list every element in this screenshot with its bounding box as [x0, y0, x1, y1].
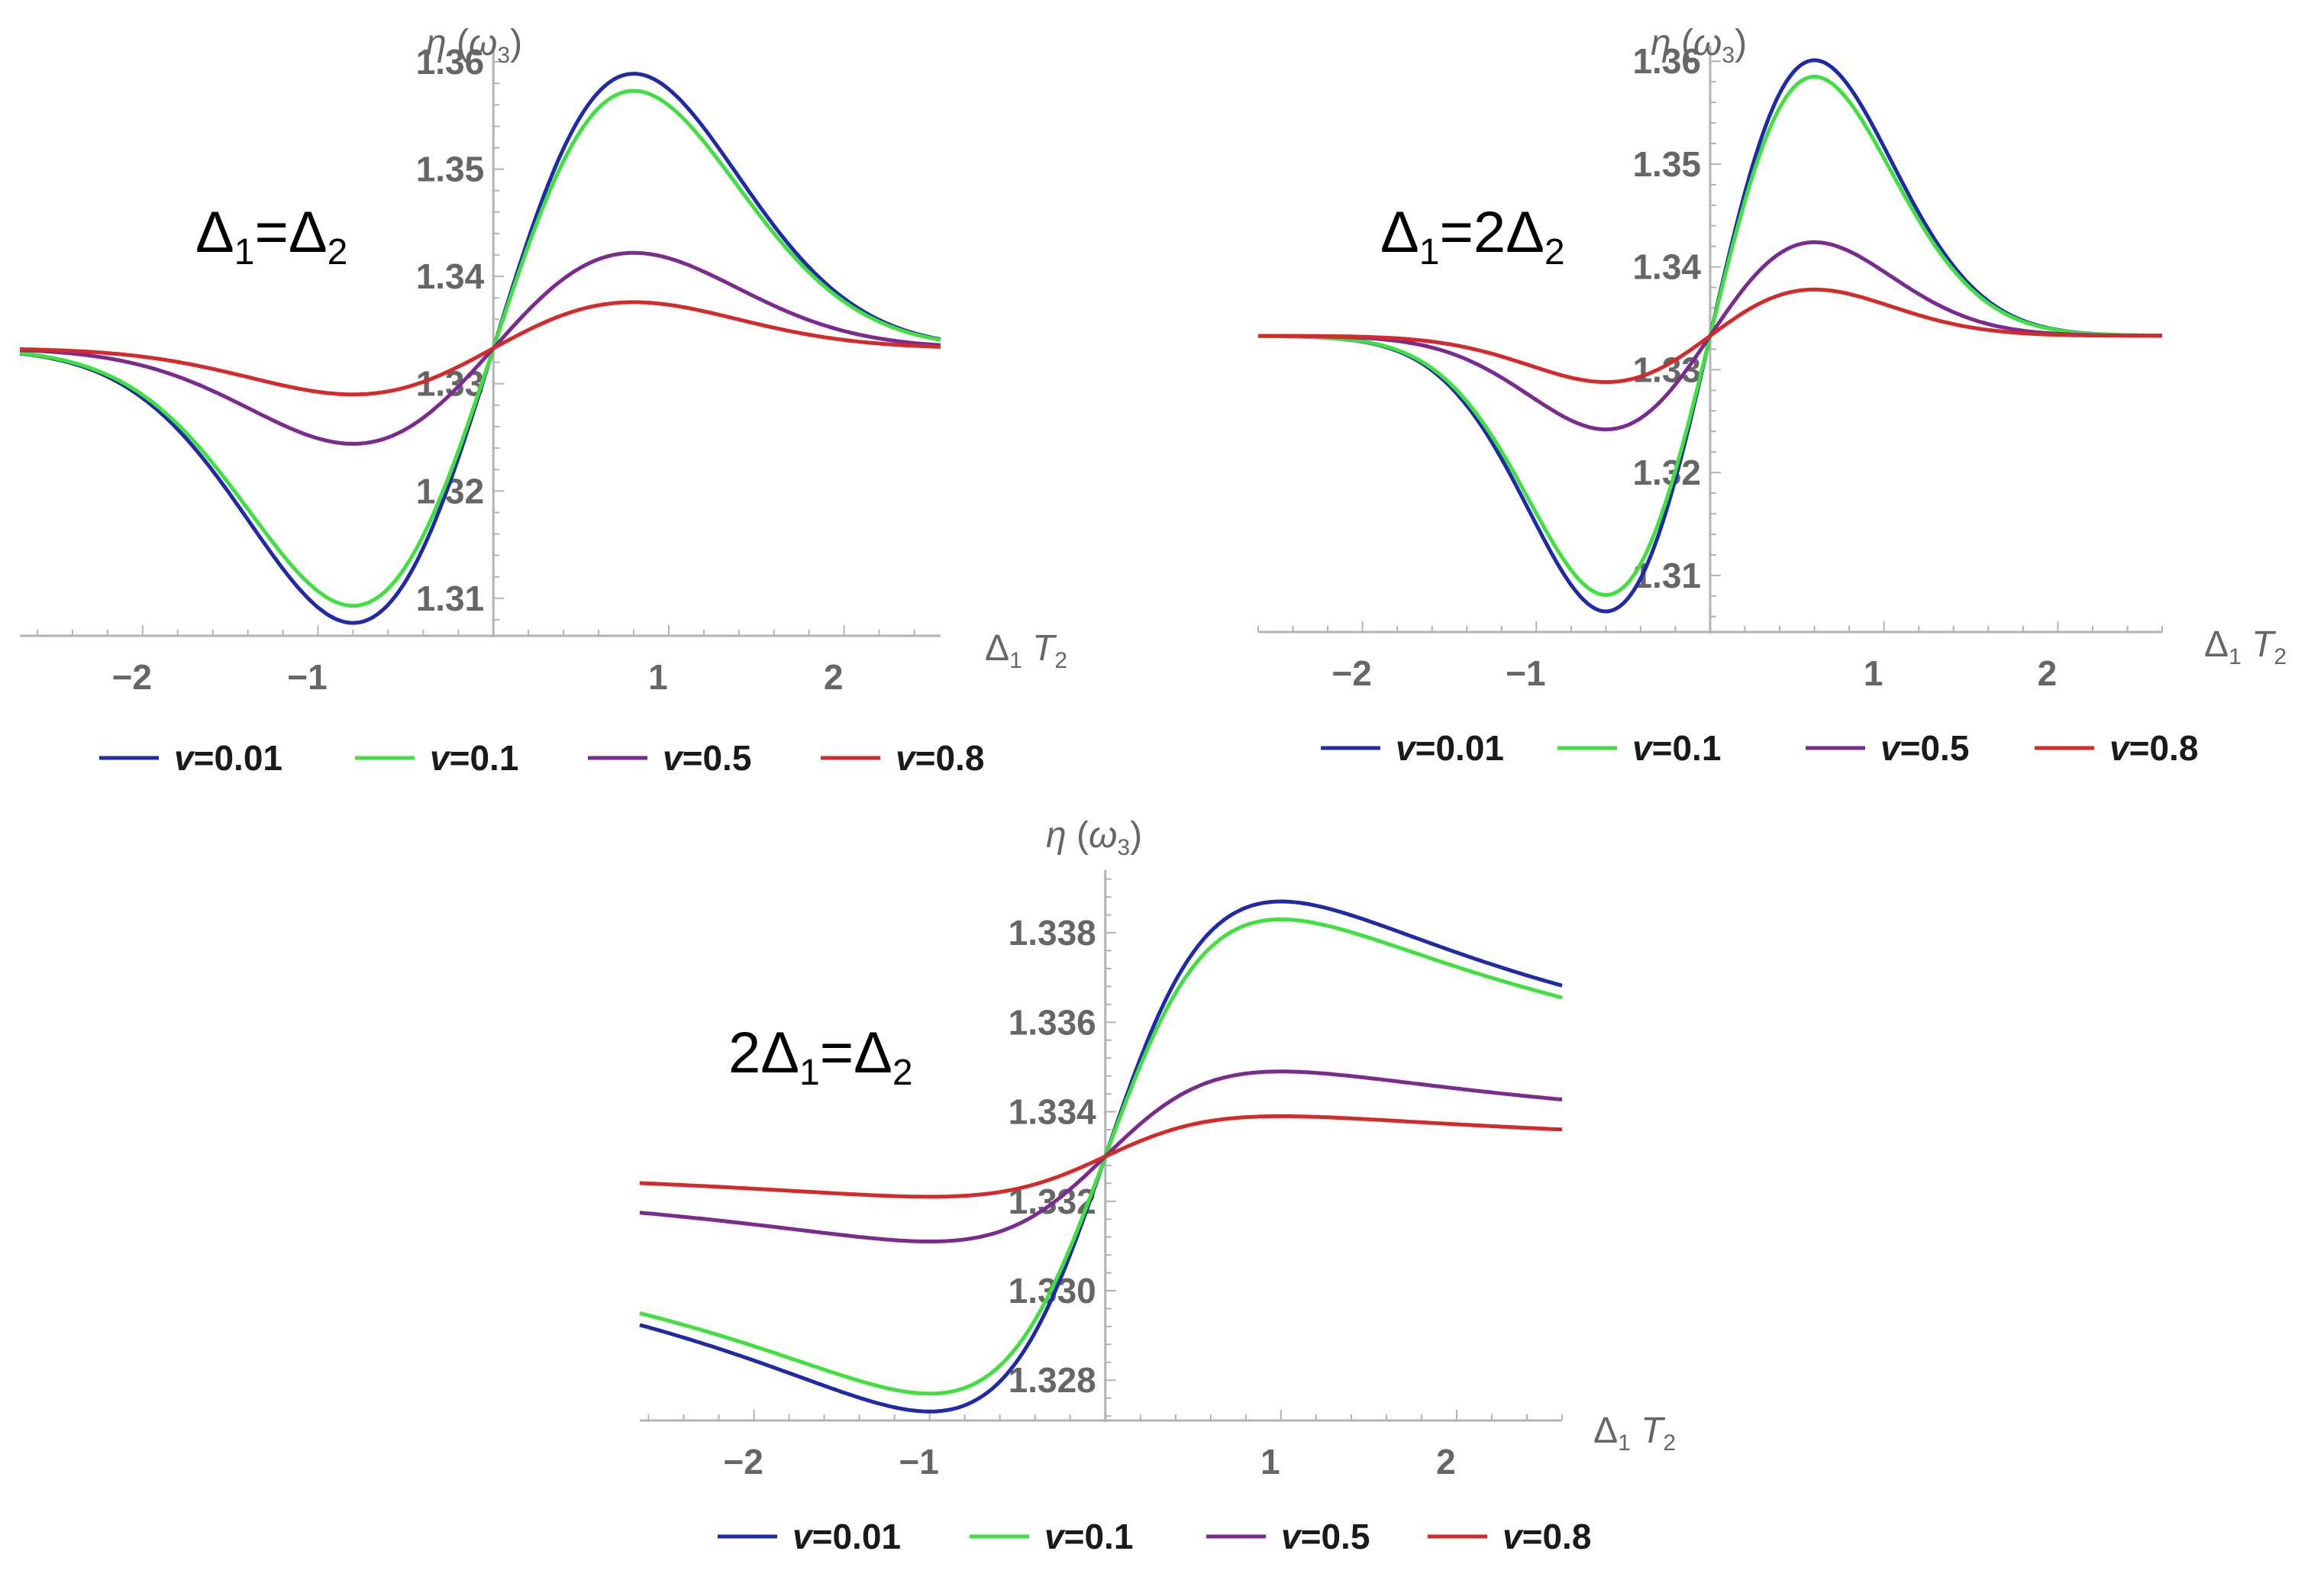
y-tick-label: 1.35 [1632, 144, 1701, 184]
x-tick-label: 2 [824, 657, 844, 697]
y-tick-label: 1.34 [416, 256, 485, 296]
series-line-v=0.8 [19, 300, 941, 397]
legend-item: v=0.8 [2035, 728, 2198, 768]
y-tick-label: 1.31 [416, 579, 485, 618]
x-axis-label: Δ1 T2 [1593, 1411, 1676, 1456]
legend-label: v=0.5 [1880, 728, 1969, 768]
legend-label: v=0.1 [1044, 1517, 1133, 1556]
case-annotation: Δ1=2Δ2 [1380, 200, 1565, 272]
y-tick-label: 1.34 [1632, 247, 1701, 287]
x-tick-label: 1 [1260, 1442, 1280, 1482]
legend-label: v=0.01 [1396, 728, 1504, 768]
case-annotation: 2Δ1=Δ2 [728, 1021, 913, 1093]
series-line-v=0.5 [639, 1069, 1563, 1243]
legend-label: v=0.5 [1281, 1517, 1370, 1556]
y-tick-label: 1.35 [416, 150, 485, 189]
series-line-v=0.8 [639, 1114, 1563, 1199]
series-line-v=0.5 [19, 250, 941, 446]
x-tick-label: 1 [1864, 653, 1883, 693]
y-axis-label: η (ω3) [1046, 815, 1142, 860]
y-tick-label: 1.36 [416, 42, 485, 82]
y-tick-label: 1.334 [1009, 1092, 1097, 1132]
legend-item: v=0.1 [355, 738, 518, 778]
legend-label: v=0.1 [430, 738, 518, 778]
legend-label: v=0.8 [896, 738, 984, 778]
x-tick-label: −2 [1331, 653, 1371, 693]
x-tick-label: −1 [287, 657, 327, 697]
y-axis-label: η (ω3) [1651, 23, 1747, 68]
legend-label: v=0.8 [1503, 1517, 1591, 1556]
y-tick-label: 1.32 [1632, 453, 1701, 492]
legend-label: v=0.5 [663, 738, 751, 778]
legend-item: v=0.01 [99, 738, 282, 778]
legend-item: v=0.8 [821, 738, 984, 778]
series-line-v=0.1 [639, 917, 1563, 1396]
series-line-v=0.8 [1258, 287, 2162, 385]
x-tick-label: 2 [1436, 1442, 1456, 1482]
x-tick-label: −1 [1506, 653, 1545, 693]
legend-item: v=0.1 [1557, 728, 1721, 768]
y-tick-label: 1.36 [1632, 41, 1701, 81]
x-tick-label: 1 [648, 657, 668, 697]
y-tick-label: 1.328 [1009, 1360, 1096, 1400]
legend-item: v=0.5 [588, 738, 751, 778]
legend-item: v=0.5 [1206, 1517, 1370, 1556]
x-tick-label: 2 [2038, 653, 2058, 693]
legend-label: v=0.01 [792, 1517, 901, 1556]
x-tick-label: −2 [723, 1442, 763, 1482]
legend-item: v=0.5 [1806, 728, 1969, 768]
x-axis-label: Δ1 T2 [2204, 624, 2287, 669]
y-tick-label: 1.33 [1632, 350, 1701, 389]
legend-item: v=0.01 [1321, 728, 1504, 768]
legend-label: v=0.1 [1632, 728, 1721, 768]
y-axis-label: η (ω3) [426, 23, 522, 68]
x-tick-label: −1 [899, 1442, 938, 1482]
legend-label: v=0.01 [174, 738, 282, 778]
legend-item: v=0.1 [970, 1517, 1133, 1556]
x-axis-label: Δ1 T2 [985, 628, 1067, 673]
y-tick-label: 1.336 [1009, 1002, 1096, 1042]
y-tick-label: 1.338 [1009, 913, 1096, 953]
series-line-v=0.1 [19, 89, 941, 608]
legend-item: v=0.01 [718, 1517, 901, 1556]
x-tick-label: −2 [112, 657, 152, 697]
legend-item: v=0.8 [1428, 1517, 1591, 1556]
case-annotation: Δ1=Δ2 [195, 200, 347, 272]
legend-label: v=0.8 [2109, 728, 2198, 768]
